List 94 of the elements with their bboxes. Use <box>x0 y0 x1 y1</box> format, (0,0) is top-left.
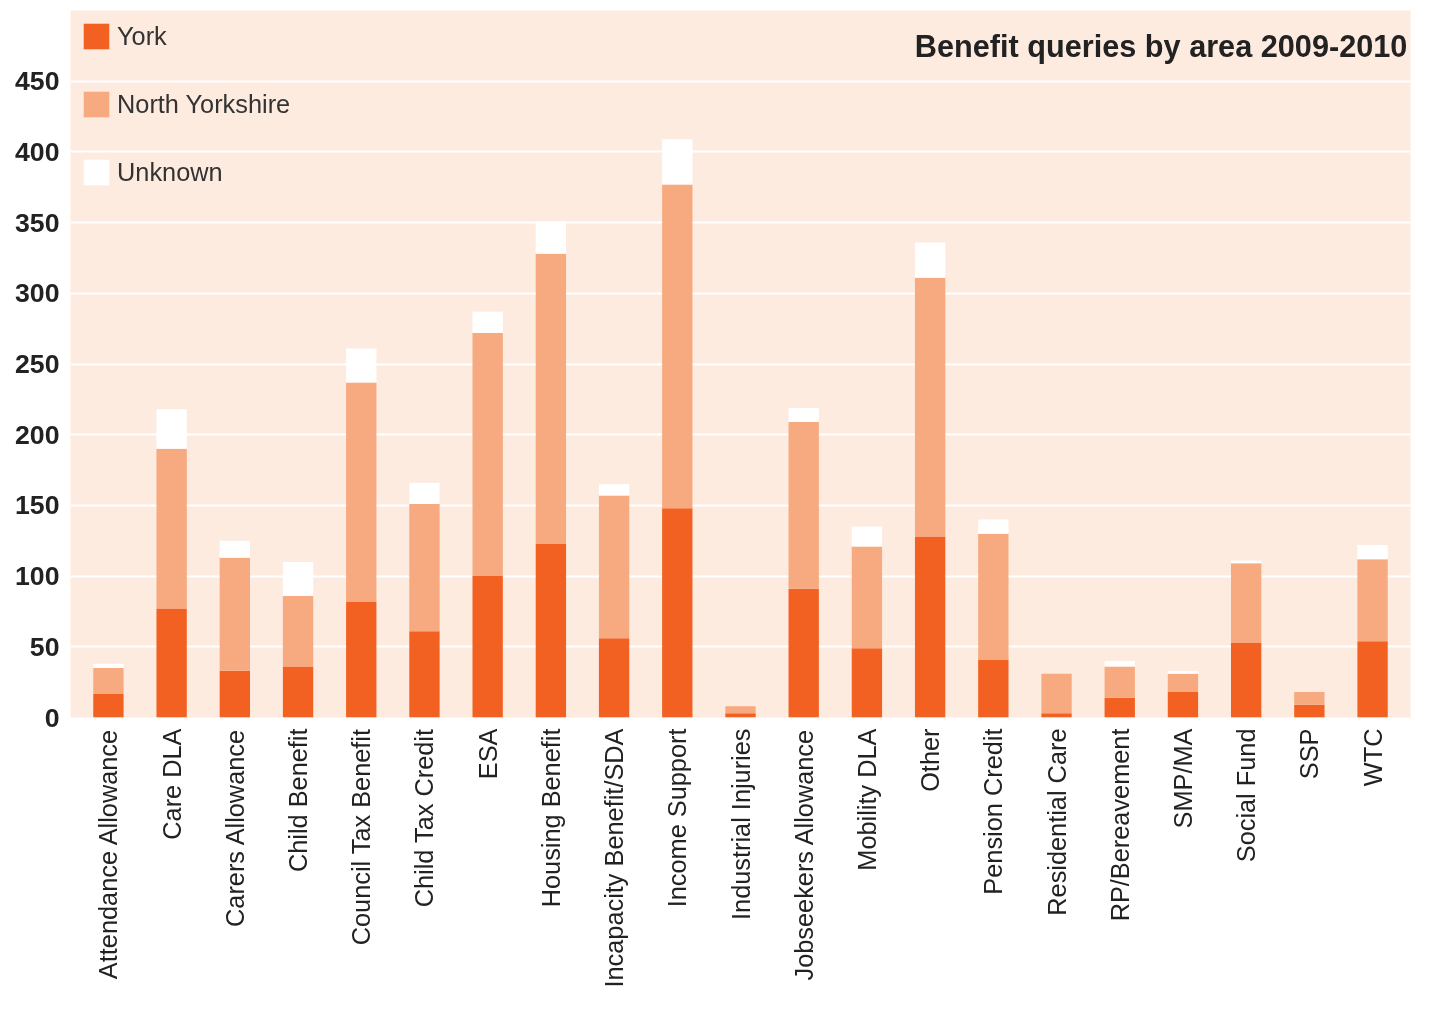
x-tick-label: Council Tax Benefit <box>347 728 376 946</box>
x-tick-label: Social Fund <box>1232 728 1261 863</box>
bar <box>725 713 756 718</box>
x-tick-label: SMP/MA <box>1168 728 1197 829</box>
y-tick-label: 200 <box>15 419 60 450</box>
bar <box>409 482 440 504</box>
bar <box>282 595 314 667</box>
legend-label: York <box>117 21 167 51</box>
bar <box>851 546 883 649</box>
bar <box>914 536 946 718</box>
x-tick-label: Pension Credit <box>979 728 1008 895</box>
bar <box>978 533 1009 660</box>
bar <box>472 576 503 718</box>
x-tick-label: Child Benefit <box>284 728 313 873</box>
x-tick-label: Care DLA <box>157 728 186 840</box>
bar <box>346 382 377 602</box>
bar <box>472 311 503 333</box>
bar <box>346 601 377 718</box>
x-tick-label: SSP <box>1295 728 1324 780</box>
bar <box>219 540 251 558</box>
bar <box>282 666 314 718</box>
bar <box>409 503 440 632</box>
bar <box>1104 666 1135 698</box>
x-tick-label: Jobseekers Allowance <box>789 729 818 981</box>
x-tick-label: Incapacity Benefit/SDA <box>600 728 629 988</box>
y-tick-label: 100 <box>15 561 60 592</box>
y-tick-label: 0 <box>44 702 60 733</box>
x-tick-label: Attendance Allowance <box>94 729 123 980</box>
bar <box>914 277 946 537</box>
text: Benefit queries by area 2009-2010 <box>914 28 1408 64</box>
bar <box>851 648 883 718</box>
legend-label: North Yorkshire <box>117 89 291 119</box>
y-tick-label: 50 <box>29 631 60 662</box>
x-tick-label: Housing Benefit <box>536 728 565 908</box>
bar <box>1167 670 1199 674</box>
x-tick-label: Industrial Injuries <box>726 728 755 920</box>
bar <box>535 543 567 718</box>
bar <box>788 421 819 589</box>
bar <box>156 448 187 609</box>
bar <box>1357 559 1388 642</box>
bar <box>914 242 946 278</box>
bar <box>1357 641 1388 718</box>
bar <box>156 608 187 718</box>
bar <box>535 253 567 544</box>
x-tick-label: Other <box>916 727 945 792</box>
bar <box>1294 704 1325 718</box>
x-tick-label: Income Support <box>663 728 692 908</box>
bar <box>535 221 567 254</box>
x-tick-label: Mobility DLA <box>852 728 881 871</box>
bar <box>282 561 314 596</box>
bar <box>788 588 819 718</box>
bar <box>409 631 440 718</box>
bar <box>598 638 630 718</box>
x-tick-label: RP/Bereavement <box>1105 728 1134 922</box>
bar <box>662 508 693 718</box>
bar <box>598 495 630 639</box>
bar <box>1041 713 1072 718</box>
bar <box>346 348 377 383</box>
y-tick-label: 400 <box>15 136 60 167</box>
bar <box>1104 697 1135 718</box>
bar <box>93 693 124 718</box>
x-tick-label: Child Tax Credit <box>410 728 439 908</box>
bar <box>1357 544 1388 560</box>
bar <box>1041 673 1072 714</box>
bar <box>662 184 693 509</box>
bar <box>1294 692 1325 705</box>
x-tick-label: Carers Allowance <box>220 729 249 927</box>
bar <box>93 668 124 694</box>
y-tick-label: 250 <box>15 349 60 379</box>
bar <box>662 139 693 185</box>
x-tick-label: Residential Care <box>1042 728 1071 916</box>
bar <box>788 407 819 422</box>
bar <box>219 670 251 718</box>
bar <box>156 409 187 449</box>
bar <box>1230 642 1262 718</box>
bar <box>1230 563 1262 643</box>
bar <box>219 557 251 671</box>
bar <box>1167 673 1199 693</box>
x-tick-label: WTC <box>1358 728 1387 787</box>
bar <box>978 519 1009 534</box>
legend-label: Unknown <box>117 157 223 187</box>
y-tick-label: 150 <box>15 490 60 521</box>
bar <box>1104 660 1135 667</box>
bar <box>598 484 630 496</box>
x-tick-label: ESA <box>473 728 502 780</box>
y-tick-label: 350 <box>15 207 60 238</box>
y-tick-label: 450 <box>15 66 60 97</box>
bar <box>851 526 883 547</box>
y-tick-label: 300 <box>15 278 60 309</box>
bar <box>472 332 503 577</box>
bar <box>1167 692 1199 718</box>
bar <box>725 706 756 714</box>
bar <box>93 663 124 669</box>
bar <box>978 659 1009 718</box>
